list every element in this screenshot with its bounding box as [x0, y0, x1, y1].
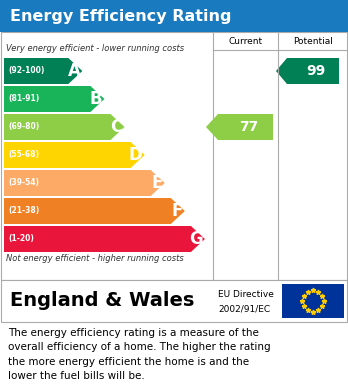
- Text: E: E: [151, 174, 163, 192]
- Bar: [282, 284, 344, 318]
- Polygon shape: [4, 114, 125, 140]
- Text: (69-80): (69-80): [8, 122, 39, 131]
- Text: The energy efficiency rating is a measure of the
overall efficiency of a home. T: The energy efficiency rating is a measur…: [8, 328, 271, 381]
- Text: D: D: [129, 146, 143, 164]
- Text: (55-68): (55-68): [8, 151, 39, 160]
- Text: 99: 99: [306, 64, 326, 78]
- Text: 77: 77: [239, 120, 258, 134]
- Text: (1-20): (1-20): [8, 235, 34, 244]
- Text: (92-100): (92-100): [8, 66, 45, 75]
- Text: B: B: [90, 90, 102, 108]
- Text: (39-54): (39-54): [8, 179, 39, 188]
- Polygon shape: [206, 114, 273, 140]
- Polygon shape: [4, 58, 82, 84]
- Text: (21-38): (21-38): [8, 206, 39, 215]
- Text: Very energy efficient - lower running costs: Very energy efficient - lower running co…: [6, 44, 184, 53]
- Polygon shape: [4, 86, 104, 112]
- Text: Potential: Potential: [293, 36, 333, 45]
- Text: (81-91): (81-91): [8, 95, 39, 104]
- Bar: [1, 280, 347, 322]
- Text: F: F: [172, 202, 183, 220]
- Text: EU Directive: EU Directive: [218, 290, 274, 299]
- Text: England & Wales: England & Wales: [10, 292, 195, 310]
- Text: C: C: [110, 118, 122, 136]
- Polygon shape: [276, 58, 339, 84]
- Text: Not energy efficient - higher running costs: Not energy efficient - higher running co…: [6, 254, 184, 263]
- Polygon shape: [4, 226, 205, 252]
- Polygon shape: [4, 142, 145, 168]
- Text: A: A: [68, 62, 80, 80]
- Polygon shape: [4, 198, 185, 224]
- Bar: [0, 0, 348, 32]
- Bar: [1, 32, 347, 280]
- Text: Energy Efficiency Rating: Energy Efficiency Rating: [10, 9, 231, 23]
- Text: G: G: [189, 230, 203, 248]
- Text: 2002/91/EC: 2002/91/EC: [218, 304, 270, 313]
- Text: Current: Current: [228, 36, 262, 45]
- Polygon shape: [4, 170, 165, 196]
